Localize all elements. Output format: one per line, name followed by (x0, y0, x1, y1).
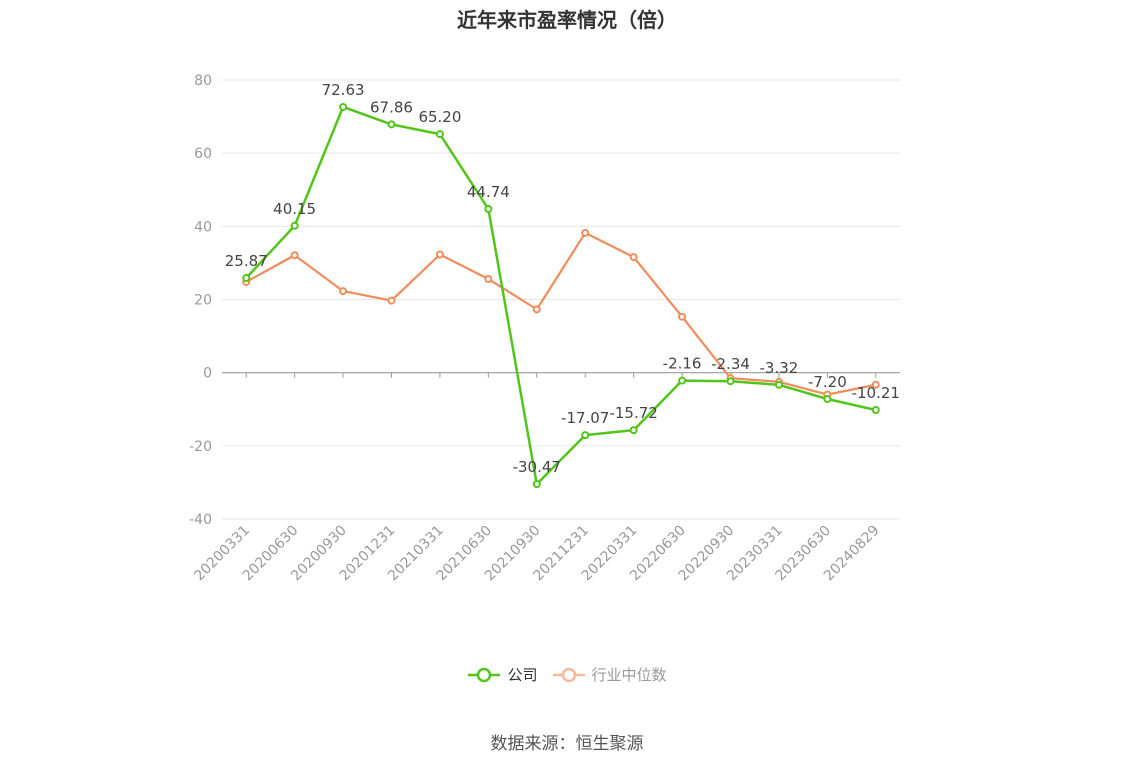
chart-title: 近年来市盈率情况（倍） (457, 8, 677, 32)
data-point-industry (629, 253, 638, 262)
data-source: 数据来源：恒生聚源 (490, 734, 644, 754)
axes: 806040200-20-402020033120200630202009302… (189, 73, 900, 584)
legend-item-industry[interactable]: 行业中位数 (552, 664, 667, 685)
data-point-industry (290, 251, 299, 260)
data-point-company (678, 376, 687, 385)
legend-company-marker (468, 667, 501, 682)
data-point-company (871, 406, 880, 415)
y-tick-label: 40 (194, 219, 212, 235)
data-label-company: -10.21 (852, 384, 900, 402)
data-label-company: -2.16 (663, 355, 702, 373)
data-point-company (339, 102, 348, 111)
data-label-company: -7.20 (808, 373, 847, 391)
data-point-industry (484, 275, 493, 284)
y-tick-label: 0 (203, 366, 212, 382)
series (242, 102, 880, 489)
data-point-industry (678, 312, 687, 321)
data-label-company: -15.72 (609, 404, 657, 422)
legend-item-company[interactable]: 公司 (467, 664, 538, 685)
data-label-company: -3.32 (760, 359, 799, 377)
y-tick-label: -20 (189, 439, 212, 455)
data-label-company: 44.74 (467, 183, 510, 201)
data-point-industry (581, 228, 590, 237)
y-tick-label: 20 (194, 293, 212, 309)
data-point-industry (435, 250, 444, 259)
data-point-company (823, 395, 832, 404)
data-point-company (387, 120, 396, 129)
grid-lines (222, 79, 900, 520)
series-line-industry (245, 231, 877, 396)
series-line-company (245, 105, 877, 486)
data-label-company: 67.86 (370, 98, 413, 116)
legend: 公司 行业中位数 (0, 664, 1134, 685)
data-point-industry (387, 296, 396, 305)
legend-company-label: 公司 (507, 666, 538, 684)
data-label-company: -30.47 (513, 458, 561, 476)
y-tick-label: 60 (194, 146, 212, 162)
data-label-company: 25.87 (225, 252, 268, 270)
data-point-company (290, 221, 299, 230)
data-label-company: 40.15 (273, 200, 316, 218)
data-point-company (774, 380, 783, 389)
data-point-industry (339, 287, 348, 296)
data-label-company: 65.20 (418, 108, 461, 126)
data-point-industry (532, 305, 541, 314)
legend-industry-marker (552, 667, 585, 682)
data-point-company (435, 130, 444, 139)
data-point-company (581, 431, 590, 440)
data-label-company: -2.34 (711, 355, 750, 373)
data-point-industry (871, 380, 880, 389)
data-point-company (242, 274, 251, 283)
data-label-company: -17.07 (561, 409, 609, 427)
data-label-company: 72.63 (322, 81, 365, 99)
data-point-company (629, 426, 638, 435)
data-point-company (484, 204, 493, 213)
y-tick-label: -40 (189, 512, 212, 528)
y-tick-label: 80 (194, 73, 212, 89)
legend-industry-label: 行业中位数 (591, 666, 667, 684)
data-labels: 25.87 40.15 72.63 67.86 65.20 44.74 -30.47 -17.… (225, 81, 900, 476)
pe-line-chart: 806040200-20-402020033120200630202009302… (189, 73, 900, 584)
data-point-company (532, 480, 541, 489)
data-point-company (726, 377, 735, 386)
